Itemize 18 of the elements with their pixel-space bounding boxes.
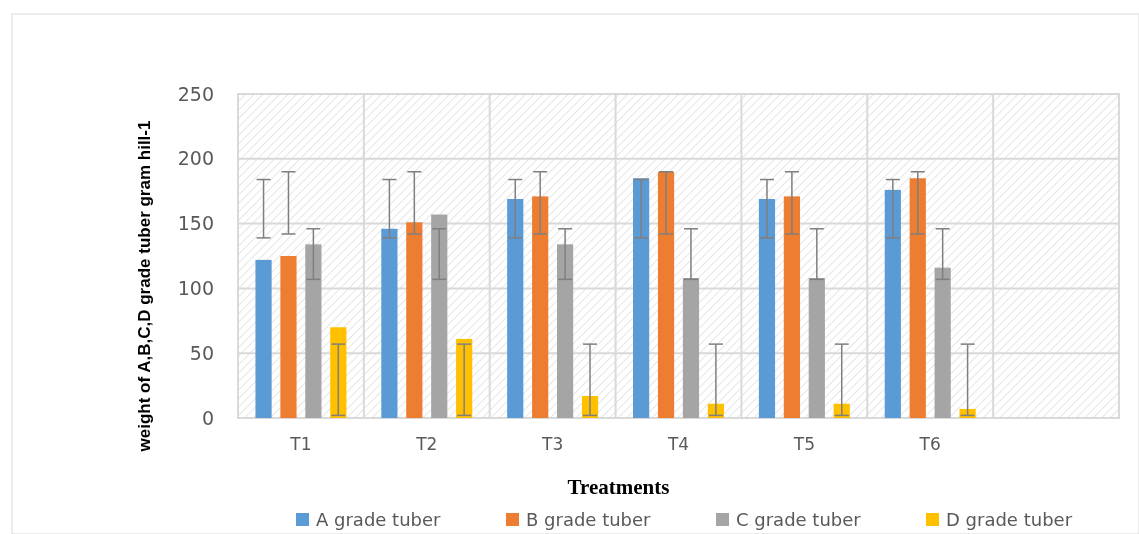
x-tick-label: T2: [415, 434, 438, 454]
x-tick-label: T3: [541, 434, 564, 454]
x-axis-title: Treatments: [567, 475, 670, 499]
x-tick-label: T4: [666, 434, 690, 454]
legend-label: C grade tuber: [736, 509, 862, 531]
x-tick-label: T6: [918, 434, 941, 454]
x-tick-label: T1: [289, 434, 312, 454]
y-tick-label: 150: [177, 212, 214, 235]
y-tick-label: 250: [177, 82, 214, 105]
y-axis-title: weight of A,B,C,D grade tuber gram hill-1: [135, 120, 154, 453]
legend-label: D grade tuber: [946, 509, 1073, 531]
x-tick-label: T5: [792, 434, 815, 454]
legend-label: A grade tuber: [316, 509, 442, 531]
y-tick-label: 50: [189, 341, 214, 364]
y-tick-label: 200: [177, 147, 214, 170]
y-tick-label: 0: [201, 406, 214, 429]
legend-label: B grade tuber: [526, 509, 652, 531]
y-tick-label: 100: [177, 277, 214, 300]
